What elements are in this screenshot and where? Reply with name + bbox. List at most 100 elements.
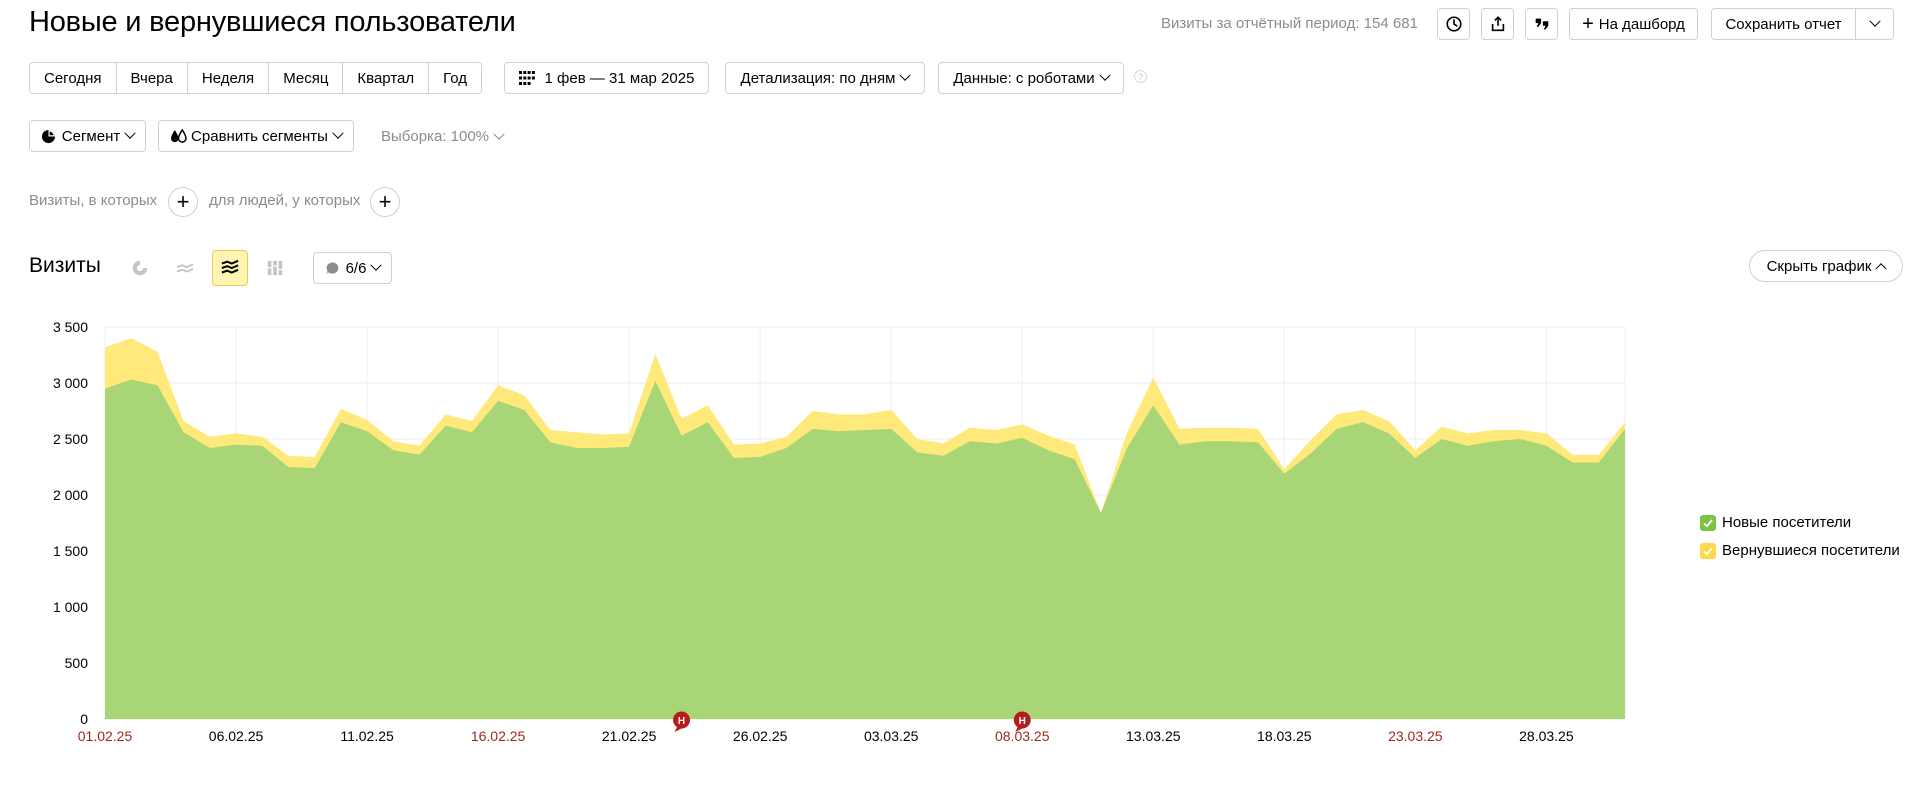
chevron-down-icon	[370, 259, 383, 271]
save-report-label: Сохранить отчет	[1725, 15, 1842, 33]
period-month[interactable]: Месяц	[269, 63, 344, 93]
y-tick-label: 3 000	[53, 375, 88, 391]
legend-item-returning[interactable]: Вернувшиеся посетители	[1700, 542, 1900, 559]
x-tick-label: 06.02.25	[209, 728, 264, 744]
chevron-up-icon	[1875, 263, 1888, 275]
chevron-down-icon	[493, 128, 505, 140]
detail-label: Детализация: по дням	[740, 69, 896, 87]
chart-areas	[105, 338, 1625, 719]
history-icon	[1445, 16, 1462, 32]
hide-chart-button[interactable]: Скрыть график	[1749, 250, 1903, 282]
sample-dropdown[interactable]: Выборка: 100%	[381, 128, 505, 145]
y-tick-label: 2 000	[53, 487, 88, 503]
page-title: Новые и вернувшиеся пользователи	[29, 6, 516, 38]
period-week[interactable]: Неделя	[187, 63, 270, 93]
chevron-down-icon	[1868, 15, 1881, 27]
data-mode-label: Данные: с роботами	[953, 69, 1095, 87]
y-tick-label: 500	[65, 655, 89, 671]
x-tick-label: 11.02.25	[340, 728, 394, 744]
y-tick-label: 2 500	[53, 431, 88, 447]
legend-item-new[interactable]: Новые посетители	[1700, 514, 1900, 531]
marker-label: Н	[1019, 716, 1026, 727]
x-tick-label: 01.02.25	[78, 728, 133, 744]
x-tick-label: 28.03.25	[1519, 728, 1574, 744]
y-axis: 0 500 1 000 1 500 2 000 2 500 3 000 3 500	[53, 319, 88, 727]
history-button[interactable]	[1437, 8, 1470, 40]
compare-label: Сравнить сегменты	[191, 127, 328, 145]
note-marker[interactable]: Н	[1013, 711, 1031, 733]
chart-type-stacked-area[interactable]	[212, 250, 248, 286]
date-range-button[interactable]: 1 фев — 31 мар 2025	[504, 62, 709, 94]
bar-chart-icon	[267, 260, 283, 276]
series-count-dropdown[interactable]: 6/6	[313, 252, 392, 284]
note-marker[interactable]: Н	[673, 711, 691, 733]
visits-chart: 0 500 1 000 1 500 2 000 2 500 3 000 3 500 01.02…	[53, 319, 1626, 744]
line-chart-icon	[176, 263, 194, 273]
sample-label: Выборка: 100%	[381, 128, 489, 145]
chart-type-line[interactable]	[167, 250, 203, 286]
plus-icon: +	[176, 189, 190, 214]
save-report-button[interactable]: Сохранить отчет	[1712, 9, 1856, 39]
comment-bubble-icon	[325, 261, 338, 275]
period-selector: Сегодня Вчера Неделя Месяц Квартал Год	[29, 62, 483, 94]
visits-filter-label: Визиты, в которых	[29, 192, 158, 209]
area-new-visitors	[105, 379, 1625, 719]
chevron-down-icon	[899, 69, 912, 81]
marker-dot	[1013, 711, 1031, 729]
hide-chart-label: Скрыть график	[1766, 257, 1872, 275]
pie-segment-icon	[41, 129, 55, 143]
chevron-down-icon	[124, 127, 136, 139]
y-tick-label: 1 000	[53, 599, 88, 615]
chart-legend: Новые посетители Вернувшиеся посетители	[1700, 514, 1900, 570]
x-tick-label: 18.03.25	[1257, 728, 1312, 744]
people-filter-label: для людей, у которых	[209, 192, 361, 209]
series-count-label: 6/6	[345, 259, 367, 277]
stacked-area-icon	[221, 259, 239, 274]
quote-icon	[1535, 18, 1548, 30]
calendar-grid-icon	[518, 71, 535, 85]
x-tick-label: 16.02.25	[471, 728, 526, 744]
data-mode-dropdown[interactable]: Данные: с роботами	[938, 62, 1124, 94]
plus-icon: +	[1582, 12, 1594, 35]
x-tick-label: 13.03.25	[1126, 728, 1181, 744]
x-tick-label: 23.03.25	[1388, 728, 1443, 744]
period-quarter[interactable]: Квартал	[343, 63, 430, 93]
add-to-dashboard-button[interactable]: + На дашборд	[1569, 8, 1698, 40]
detail-dropdown[interactable]: Детализация: по дням	[725, 62, 925, 94]
y-tick-label: 3 500	[53, 319, 88, 335]
export-button[interactable]	[1481, 8, 1514, 40]
help-icon[interactable]: ?	[1134, 70, 1147, 83]
period-year[interactable]: Год	[429, 63, 482, 93]
marker-label: Н	[678, 716, 685, 727]
marker-dot	[673, 711, 691, 729]
chart-section-title: Визиты	[29, 254, 101, 277]
legend-label-returning: Вернувшиеся посетители	[1722, 542, 1900, 559]
save-options-button[interactable]	[1856, 9, 1893, 39]
checkbox-checked-icon	[1700, 514, 1716, 531]
period-yesterday[interactable]: Вчера	[116, 63, 188, 93]
date-range-label: 1 фев — 31 мар 2025	[544, 69, 695, 87]
period-today[interactable]: Сегодня	[30, 63, 117, 93]
chevron-down-icon	[1098, 69, 1111, 81]
plus-icon: +	[378, 189, 392, 214]
export-icon	[1491, 16, 1504, 32]
segment-dropdown[interactable]: Сегмент	[29, 120, 146, 152]
chart-type-bar[interactable]	[257, 250, 293, 286]
add-people-filter-button[interactable]: +	[370, 187, 400, 217]
x-tick-label: 08.03.25	[995, 728, 1050, 744]
y-tick-label: 0	[80, 711, 88, 727]
compare-segments-dropdown[interactable]: Сравнить сегменты	[158, 120, 354, 152]
dashboard-label: На дашборд	[1598, 15, 1685, 33]
checkbox-checked-icon	[1700, 542, 1716, 559]
x-tick-label: 03.03.25	[864, 728, 919, 744]
visits-total: Визиты за отчётный период: 154 681	[1161, 15, 1418, 32]
x-axis: 01.02.25 06.02.25 11.02.25 16.02.25 21.02.25…	[78, 728, 1574, 744]
chevron-down-icon	[332, 127, 344, 139]
quote-button[interactable]	[1525, 8, 1558, 40]
add-visit-filter-button[interactable]: +	[168, 187, 198, 217]
pie-chart-icon	[132, 260, 148, 276]
chart-type-pie[interactable]	[122, 250, 158, 286]
compare-drops-icon	[171, 128, 187, 143]
segment-label: Сегмент	[61, 127, 121, 145]
